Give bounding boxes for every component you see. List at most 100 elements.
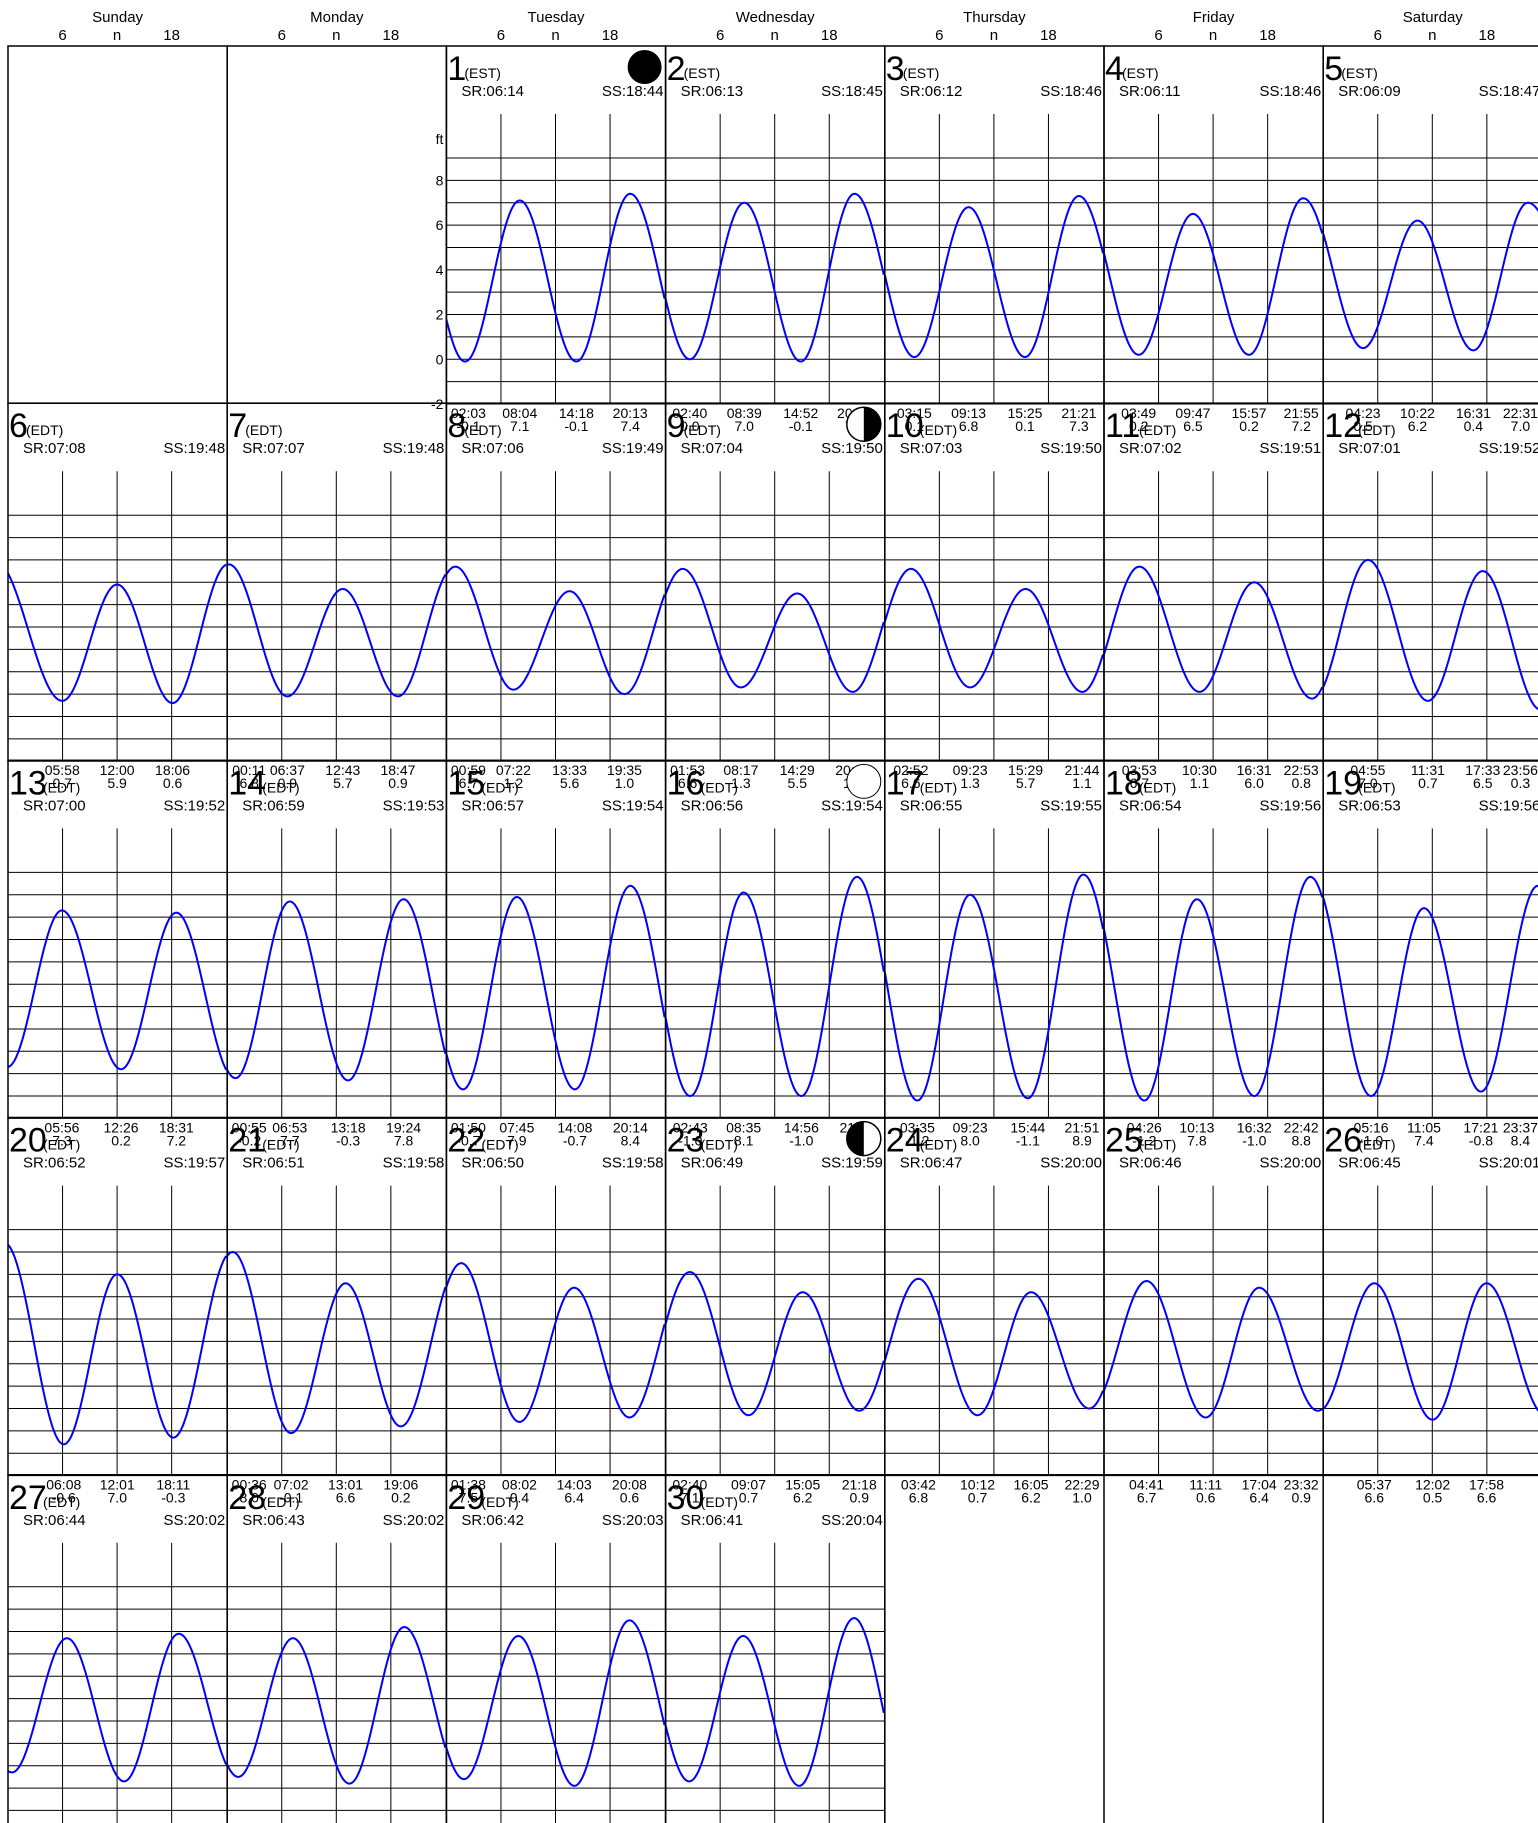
y-tick-label: 8 [436,172,444,188]
day-cell: 7(EDT)SR:07:07 SS:19:4800:116.806:370.912… [226,402,448,791]
day-number: 3 [886,50,905,88]
day-cell: 25(EDT) SR:06:46 SS:20:00 04:416.7 11:110.6 1… [1103,1116,1324,1506]
tide-time-label: 13:18 [331,1119,366,1135]
timezone-label: (EST) [464,65,501,81]
sunset-time: SS:19:48 [383,440,445,457]
tide-height-label: 7.9 [507,1132,527,1148]
tide-curve [664,192,885,363]
tide-time-label: 22:42 [1284,1119,1319,1135]
day-cell: 30(EDT)SR:06:41SS:20:0402:360.308:326.81… [664,1474,886,1823]
tide-height-label: 6.7 [1137,1490,1157,1506]
tide-height-label: 8.0 [960,1132,980,1148]
tide-time-label: 11:11 [1189,1477,1222,1493]
sunset-time: SS:19:49 [602,440,664,457]
tide-height-label: 0.1 [1015,418,1035,434]
tide-time-label: 17:33 [1465,762,1500,778]
tide-height-label: 0.7 [53,775,73,791]
tide-height-label: -0.1 [789,418,813,434]
tide-curve [1322,884,1538,1098]
tide-height-label: 6.8 [909,1490,929,1506]
tide-time-label: 23:32 [1284,1477,1319,1493]
tide-height-label: 0.7 [1418,775,1438,791]
hour-tick-label: 18 [602,27,619,44]
sunrise-time: SR:06:14 [461,83,524,100]
sunset-time: SS:19:57 [163,1155,225,1172]
tide-height-label: 7.3 [52,1132,72,1148]
tide-height-label: 0.2 [111,1132,131,1148]
moon-first-quarter-icon [846,406,882,442]
tide-height-label: 0.2 [1239,418,1259,434]
tide-time-label: 18:06 [155,762,190,778]
timezone-label: (EDT) [43,779,80,795]
day-number: 13 [9,764,47,802]
tide-time-label: 16:31 [1237,762,1272,778]
tide-time-label: 10:22 [1400,405,1435,421]
tide-time-label: 08:39 [727,405,762,421]
tide-time-label: 20:08 [612,1477,647,1493]
tide-height-label: -0.3 [336,1132,360,1148]
day-number: 7 [228,407,247,445]
sunset-time: SS:19:59 [821,1155,883,1172]
tide-height-label: 6.6 [336,1490,356,1506]
tide-height-label: 7.1 [680,1490,700,1506]
day-number: 29 [447,1479,485,1517]
tide-time-label: 03:35 [900,1119,935,1135]
tide-time-label: 20:14 [613,1119,648,1135]
sunrise-time: SR:06:59 [242,797,305,814]
tide-height-label: 6.2 [1021,1490,1041,1506]
sunrise-time: SR:07:08 [23,440,86,457]
tide-time-label: 09:13 [951,405,986,421]
sunrise-time: SR:06:47 [900,1155,963,1172]
day-cell: 5(EST) SR:06:09 SS:18:47 04:230.5 10:226.2 16… [1322,45,1538,434]
tide-time-label: 16:05 [1014,1477,1049,1493]
timezone-label: (EDT) [701,1494,738,1510]
tide-time-label: 14:29 [780,762,815,778]
hour-tick-label: 18 [821,27,838,44]
tide-time-label: 12:43 [325,762,360,778]
sunrise-time: SR:06:46 [1119,1155,1182,1172]
day-number: 15 [447,764,485,802]
tide-time-label: 00:36 [232,1477,267,1493]
day-cell: 10(EDT) SR:07:03 SS:19:50 02:526.6 09:231.3 1… [883,402,1105,791]
day-cell: 22(EDT) SR:06:50 SS:19:58 01:387.5 08:020.4 1… [445,1116,667,1506]
tide-height-label: 6.5 [1183,418,1203,434]
tide-height-label: 7.1 [510,418,530,434]
sunrise-time: SR:06:42 [461,1512,524,1529]
tide-time-label: 15:44 [1010,1119,1045,1135]
timezone-label: (EDT) [262,779,299,795]
tide-height-label: 6.4 [564,1490,584,1506]
tide-time-label: 12:00 [100,762,135,778]
tide-curve [1103,1280,1323,1419]
sunrise-time: SR:06:44 [23,1512,86,1529]
day-cell-border [664,1474,886,1823]
tide-height-label: 0.4 [1464,418,1484,434]
tide-time-label: 23:37 [1503,1119,1538,1135]
tide-time-label: 19:24 [386,1119,421,1135]
tide-time-label: 02:43 [673,1119,708,1135]
sunset-time: SS:18:44 [602,83,664,100]
sunset-time: SS:19:56 [1259,797,1321,814]
tide-height-label: 0.5 [1353,418,1373,434]
weekday-header: Saturday [1403,9,1464,26]
tide-time-label: 15:25 [1007,405,1042,421]
hour-tick-label: 18 [1040,27,1057,44]
tide-height-label: -1.2 [905,1132,929,1148]
tide-height-label: 7.8 [394,1132,414,1148]
day-number: 26 [1324,1122,1362,1160]
day-number: 5 [1324,50,1343,88]
tide-height-label: 7.0 [1358,775,1378,791]
day-cell: 13(EDT) SR:07:00 SS:19:52 05:567.3 12:260.2 1… [7,759,228,1148]
day-cell: 6(EDT) SR:07:08 SS:19:48 05:580.7 12:005.9 18… [7,402,228,791]
tide-time-label: 17:04 [1242,1477,1277,1493]
sunset-time: SS:19:56 [1479,797,1538,814]
tide-time-label: 14:08 [557,1119,592,1135]
sunrise-time: SR:06:57 [461,797,524,814]
tide-curve [1322,1282,1538,1421]
empty-day-cell [7,45,228,404]
tide-height-label: 0.7 [739,1490,759,1506]
y-tick-label: -2 [431,396,444,412]
tide-curve [883,1277,1104,1417]
tide-curve [664,1617,885,1787]
timezone-label: (EDT) [1358,1137,1395,1153]
moon-full-icon [846,763,882,799]
